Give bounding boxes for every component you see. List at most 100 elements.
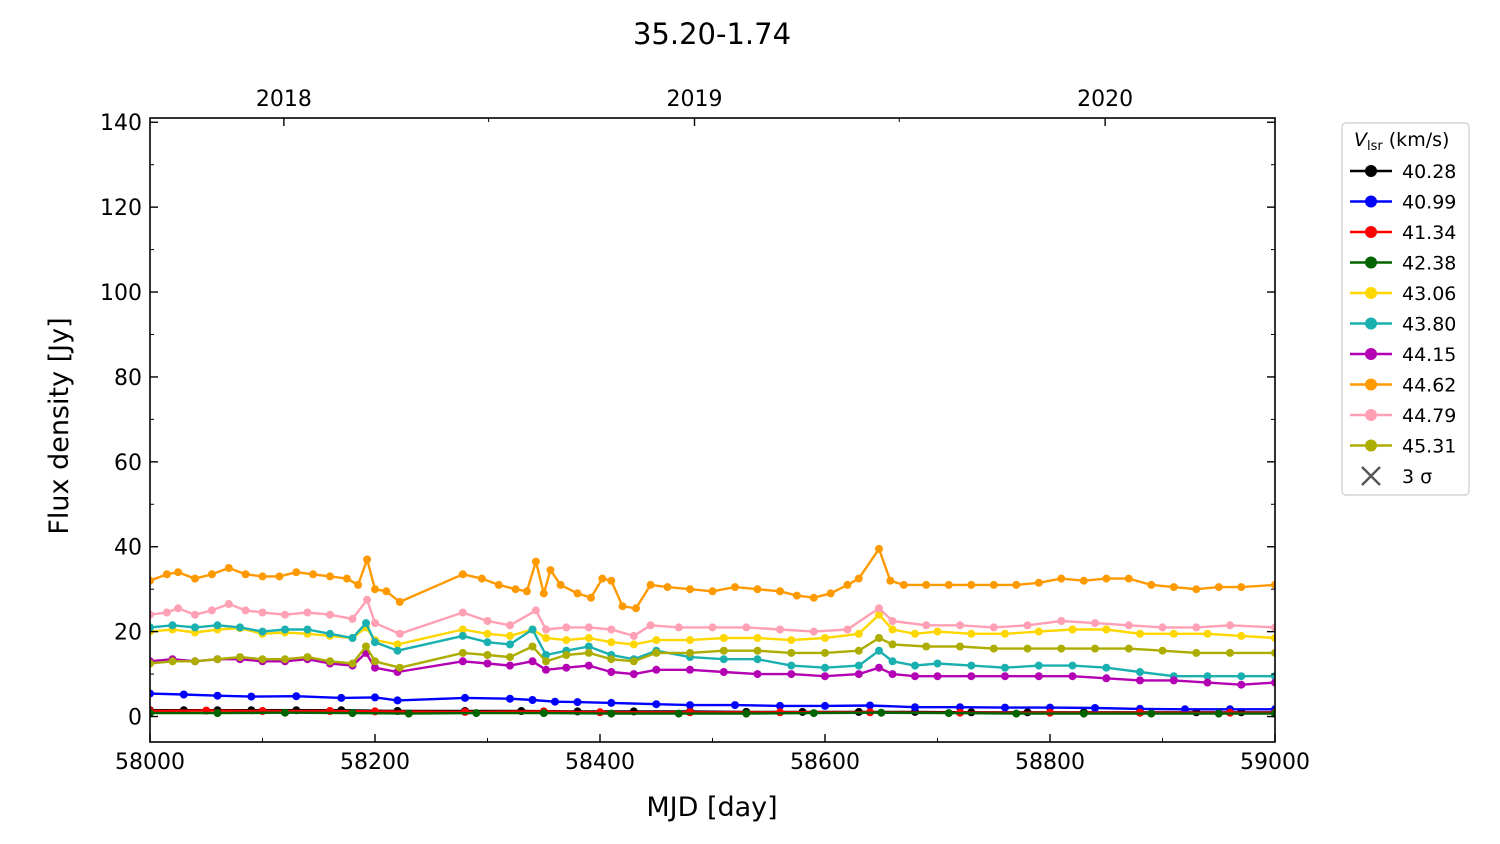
- data-point: [573, 698, 582, 707]
- data-point: [1057, 617, 1066, 625]
- data-point: [674, 709, 683, 718]
- legend-box: [1341, 122, 1470, 496]
- data-point: [1124, 574, 1133, 583]
- data-point: [348, 659, 357, 668]
- data-point: [821, 663, 829, 672]
- data-point: [922, 580, 931, 589]
- data-point: [542, 625, 550, 634]
- data-point: [1012, 580, 1021, 589]
- data-point: [989, 623, 998, 632]
- data-point: [787, 636, 796, 645]
- data-point: [1102, 663, 1111, 672]
- data-point: [719, 646, 728, 655]
- data-point: [162, 608, 171, 617]
- legend-entry-40.99: 40.99: [1350, 192, 1456, 214]
- data-point: [191, 657, 199, 666]
- series-42.38: [150, 708, 1275, 718]
- legend-sigma-label: 3 σ: [1402, 466, 1432, 488]
- data-point: [1271, 623, 1275, 632]
- legend-entry-43.80: 43.80: [1350, 314, 1456, 336]
- data-point: [522, 587, 531, 596]
- data-point: [511, 585, 520, 594]
- data-point: [506, 653, 514, 662]
- legend-swatch-marker: [1365, 165, 1377, 177]
- data-point: [888, 657, 897, 666]
- data-point: [1271, 634, 1275, 642]
- data-point: [607, 655, 616, 664]
- data-point: [292, 568, 301, 577]
- data-point: [686, 708, 694, 717]
- data-point: [911, 703, 919, 712]
- x-tick-label: 58800: [1015, 750, 1085, 775]
- data-point: [1226, 648, 1234, 657]
- series-45.31: [150, 634, 1275, 672]
- data-point: [1102, 625, 1111, 634]
- y-tick-label: 40: [114, 536, 142, 561]
- data-point: [1012, 709, 1021, 718]
- series-line: [150, 711, 1275, 715]
- data-point: [1271, 580, 1275, 589]
- data-point: [326, 657, 334, 666]
- data-point: [472, 709, 481, 718]
- data-point: [731, 583, 739, 592]
- data-point: [843, 625, 852, 634]
- data-point: [393, 640, 402, 649]
- legend-label: 43.06: [1402, 283, 1456, 305]
- data-point: [843, 580, 852, 589]
- legend-entry-43.06: 43.06: [1350, 283, 1456, 305]
- data-point: [888, 670, 897, 679]
- data-point: [663, 583, 672, 592]
- legend-swatch-marker: [1365, 287, 1377, 299]
- data-point: [753, 634, 762, 642]
- data-point: [363, 555, 372, 564]
- data-point: [258, 572, 267, 581]
- data-point: [1147, 580, 1156, 589]
- data-point: [1068, 661, 1077, 670]
- data-point: [607, 709, 616, 718]
- data-point: [1169, 583, 1178, 592]
- data-point: [989, 644, 998, 653]
- data-point: [922, 621, 931, 630]
- legend-swatch-marker: [1365, 195, 1377, 208]
- data-point: [371, 585, 379, 594]
- data-point: [546, 566, 555, 575]
- data-point: [371, 657, 379, 666]
- data-point: [967, 629, 976, 638]
- data-point: [1001, 629, 1009, 638]
- data-point: [1192, 585, 1201, 594]
- data-point: [1079, 576, 1088, 585]
- top-tick-label: 2018: [256, 87, 312, 112]
- legend-swatch-marker: [1365, 378, 1377, 391]
- data-point: [1023, 644, 1032, 653]
- data-point: [1192, 623, 1201, 632]
- data-point: [573, 589, 582, 598]
- data-point: [1124, 621, 1133, 630]
- data-point: [224, 600, 233, 608]
- data-point: [506, 631, 514, 640]
- series-line: [150, 692, 1275, 711]
- data-point: [371, 693, 379, 702]
- data-point: [1169, 629, 1178, 638]
- data-point: [742, 623, 751, 632]
- data-point: [506, 621, 514, 630]
- data-point: [556, 580, 565, 589]
- data-point: [562, 663, 571, 672]
- data-point: [1102, 674, 1111, 683]
- data-point: [956, 642, 964, 651]
- data-point: [1237, 583, 1246, 592]
- chart-title: 35.20-1.74: [633, 17, 791, 51]
- data-point: [281, 655, 289, 664]
- data-point: [911, 629, 919, 638]
- data-point: [944, 709, 953, 718]
- data-point: [1147, 709, 1156, 718]
- legend-swatch-marker: [1365, 256, 1377, 269]
- data-point: [1237, 672, 1246, 681]
- data-point: [787, 661, 796, 670]
- data-point: [303, 608, 312, 617]
- data-point: [303, 625, 312, 634]
- data-point: [174, 604, 183, 613]
- legend-entry-sigma: 3 σ: [1361, 466, 1432, 488]
- data-point: [477, 574, 486, 583]
- data-point: [506, 694, 514, 703]
- data-point: [213, 621, 222, 630]
